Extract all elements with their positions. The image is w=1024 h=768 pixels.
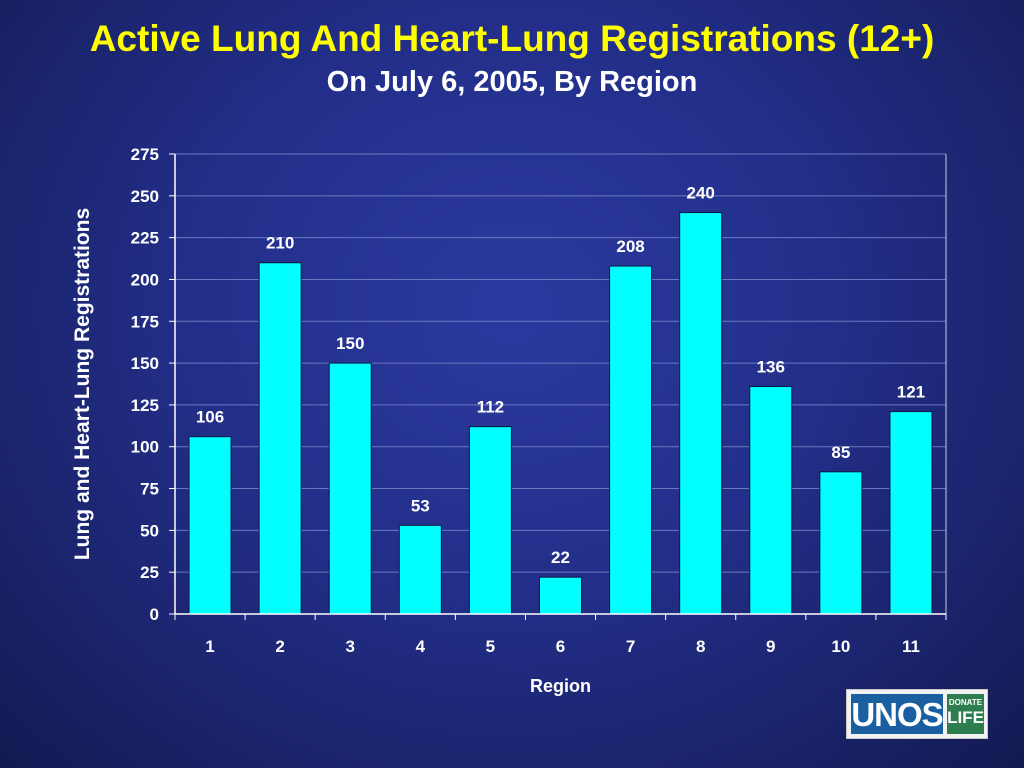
y-tick-label: 100 — [131, 438, 159, 457]
bar-value-label: 53 — [411, 496, 430, 515]
bar-value-label: 210 — [266, 234, 294, 253]
x-tick-label: 8 — [696, 637, 705, 656]
bar — [539, 576, 582, 615]
donate-life-line1: DONATE — [948, 698, 983, 707]
y-tick-label: 175 — [131, 312, 159, 331]
bar-value-label: 208 — [616, 237, 644, 256]
x-tick-label: 3 — [345, 637, 354, 656]
x-tick-label: 7 — [626, 637, 635, 656]
y-tick-label: 0 — [150, 605, 159, 624]
x-tick-label: 1 — [205, 637, 214, 656]
bar — [188, 436, 232, 615]
bar — [889, 411, 933, 615]
bar-value-label: 112 — [477, 398, 504, 417]
bar — [679, 212, 723, 615]
y-tick-label: 25 — [140, 563, 159, 582]
y-tick-label: 250 — [131, 187, 159, 206]
x-tick-label: 2 — [275, 637, 284, 656]
bar-value-label: 22 — [551, 548, 570, 567]
x-tick-label: 9 — [766, 637, 775, 656]
bar-value-label: 136 — [757, 358, 785, 377]
y-tick-label: 75 — [140, 480, 159, 499]
bar — [609, 265, 653, 615]
x-tick-label: 5 — [486, 637, 495, 656]
x-tick-label: 10 — [831, 637, 850, 656]
chart-subtitle: On July 6, 2005, By Region — [326, 66, 698, 98]
bar-value-label: 240 — [686, 184, 714, 203]
y-tick-label: 125 — [131, 396, 159, 415]
unos-logo: UNOS DONATE LIFE — [846, 689, 988, 739]
y-tick-label: 50 — [140, 521, 159, 540]
y-tick-label: 200 — [131, 270, 159, 289]
y-tick-label: 150 — [131, 354, 159, 373]
y-axis-label: Lung and Heart-Lung Registrations — [71, 208, 94, 560]
x-axis-label: Region — [530, 676, 591, 696]
unos-logo-text: UNOS — [851, 694, 944, 734]
x-tick-label: 6 — [556, 637, 565, 656]
x-tick-label: 4 — [416, 637, 426, 656]
bar — [749, 386, 793, 615]
bar-value-label: 106 — [196, 408, 224, 427]
bar — [258, 262, 302, 615]
bar — [398, 524, 442, 615]
bar-value-label: 150 — [336, 334, 364, 353]
bar-value-label: 85 — [831, 443, 850, 462]
bar — [819, 471, 863, 615]
bar — [468, 426, 512, 615]
y-tick-label: 275 — [131, 145, 159, 164]
donate-life-line2: LIFE — [947, 708, 984, 727]
y-tick-label: 225 — [131, 229, 159, 248]
donate-life-badge: DONATE LIFE — [947, 694, 984, 734]
bar-value-label: 121 — [897, 383, 925, 402]
bar — [328, 362, 372, 615]
x-tick-label: 11 — [902, 637, 920, 656]
chart-title: Active Lung And Heart-Lung Registrations… — [89, 18, 935, 59]
